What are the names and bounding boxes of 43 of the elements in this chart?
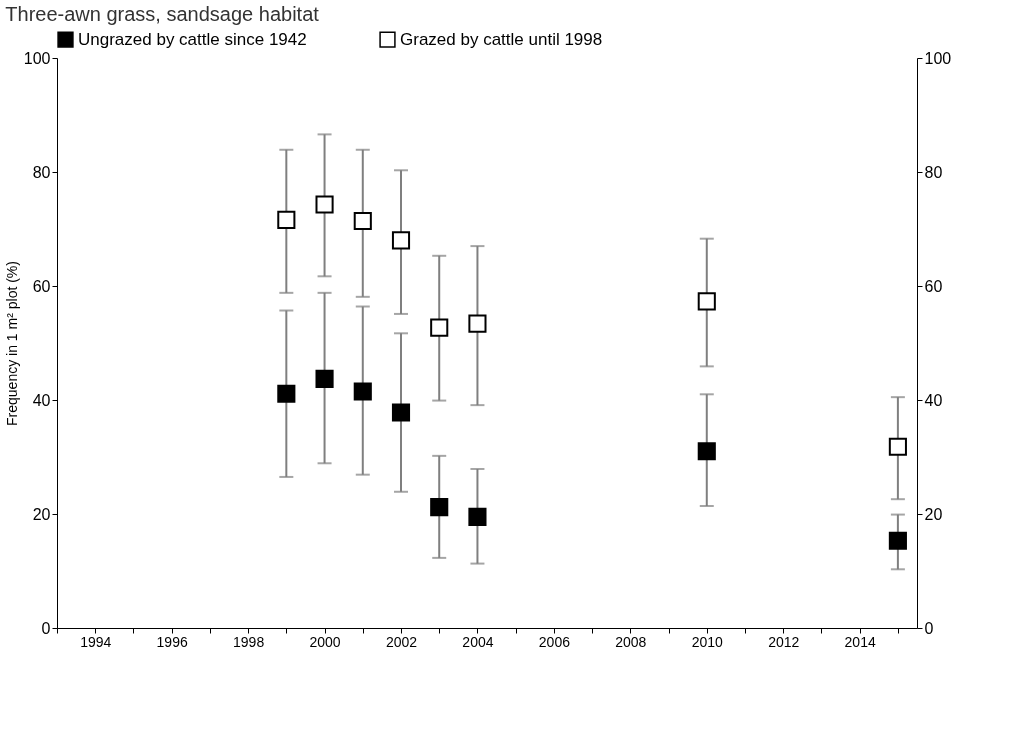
- x-tick-label: 2010: [691, 633, 724, 650]
- y2-tick-label: 0: [924, 619, 934, 637]
- y-tick-label: 60: [32, 277, 51, 295]
- y2-tick-label: 100: [924, 49, 952, 67]
- point: [353, 211, 372, 231]
- y2-tick-label: 20: [924, 505, 943, 523]
- x-tick-label: 2000: [309, 633, 341, 650]
- x-tick-label: 2006: [538, 633, 571, 650]
- point: [468, 314, 487, 333]
- point: [430, 498, 449, 517]
- chart-title: Three-awn grass, sandsage habitat: [5, 3, 320, 25]
- x-tick-label: 2002: [385, 633, 418, 650]
- point: [315, 369, 334, 388]
- x-tick-label: 2014: [844, 633, 876, 650]
- y-tick-label: 80: [32, 163, 51, 181]
- x-tick-label: 2012: [768, 633, 800, 650]
- point: [697, 292, 716, 311]
- point: [353, 382, 372, 401]
- y-tick-label: 20: [32, 505, 51, 523]
- y2-tick-label: 40: [924, 391, 943, 409]
- x-tick-label: 1994: [80, 633, 112, 650]
- point: [888, 437, 907, 456]
- point: [888, 531, 907, 550]
- legend-label: Ungrazed by cattle since 1942: [78, 29, 307, 49]
- point: [391, 231, 411, 250]
- y-tick-label: 100: [23, 49, 51, 67]
- y2-tick-label: 60: [924, 277, 943, 295]
- point: [277, 384, 296, 403]
- y-tick-label: 40: [32, 391, 51, 409]
- x-tick-label: 1996: [156, 633, 188, 650]
- x-tick-label: 1998: [233, 633, 265, 650]
- point: [468, 507, 487, 526]
- y-tick-label: 0: [41, 619, 51, 637]
- point: [391, 403, 411, 422]
- x-tick-label: 2008: [615, 633, 647, 650]
- y2-tick-label: 80: [924, 163, 943, 181]
- point: [430, 318, 449, 337]
- point: [277, 210, 296, 229]
- point: [315, 195, 334, 214]
- x-tick-label: 2004: [462, 633, 494, 650]
- point: [697, 442, 716, 461]
- y-axis-title: Frequency in 1 m² plot (%): [3, 261, 20, 426]
- legend-label: Grazed by cattle until 1998: [400, 29, 603, 49]
